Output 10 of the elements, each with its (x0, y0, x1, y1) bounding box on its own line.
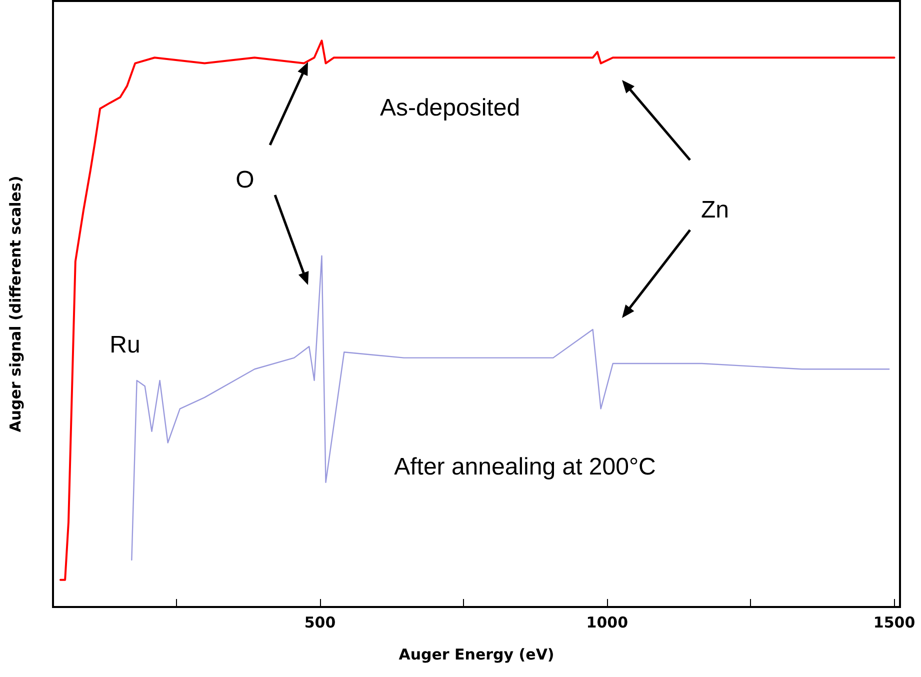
annotation: After annealing at 200°C (394, 454, 656, 480)
x-tick-label: 1500 (873, 614, 916, 632)
x-tick-label: 500 (304, 614, 336, 632)
x-tick-label: 1000 (586, 614, 628, 632)
annotation: Zn (700, 196, 730, 224)
annotation: O (236, 166, 254, 194)
annotation: Ru (110, 332, 140, 358)
y-axis-title: Auger signal (different scales) (6, 176, 24, 432)
annotation: As-deposited (380, 94, 520, 122)
x-axis-title: Auger Energy (eV) (398, 646, 554, 664)
